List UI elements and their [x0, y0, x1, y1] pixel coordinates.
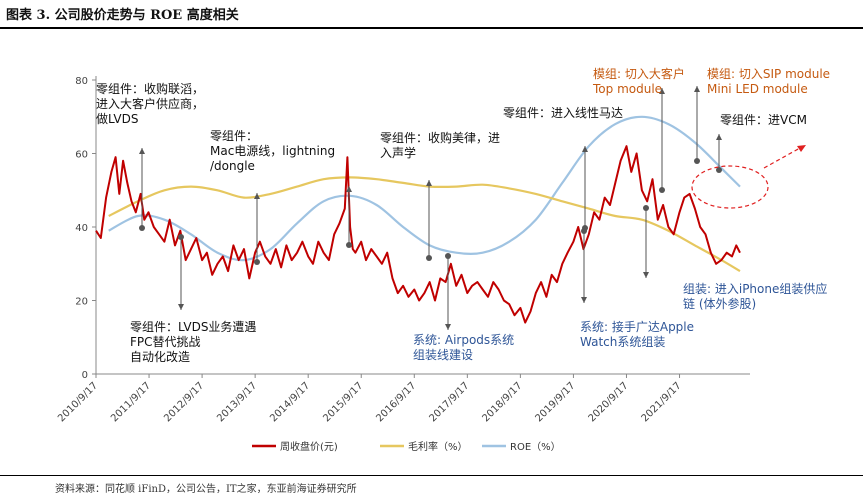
legend-roe-label: ROE（%） [510, 441, 561, 453]
annotation-text-line: /dongle [210, 159, 255, 173]
annotation-dot [346, 242, 352, 248]
annotation-arrow-head [139, 148, 145, 154]
annotation-arrow-head [178, 304, 184, 310]
x-tick-label: 2013/9/17 [215, 380, 259, 424]
annotation-dot [178, 234, 184, 240]
annotation-dot [581, 228, 587, 234]
annotation-text-line: 入声学 [380, 145, 416, 160]
annotation-text-line: 链 (体外参股) [683, 296, 756, 311]
annotation-text-line: 零组件：进入线性马达 [503, 106, 623, 120]
annotation-text-line: 零组件：进VCM [720, 113, 807, 127]
annotation-dot [426, 255, 432, 261]
figure-title: 图表 3. 公司股价走势与 ROE 高度相关 [6, 8, 239, 23]
y-tick-label: 40 [75, 223, 88, 234]
annotation-arrows [139, 86, 806, 330]
highlight-arrow-head [797, 145, 806, 152]
annotation-text-line: Watch系统组装 [580, 335, 665, 349]
chart-lines [95, 115, 741, 324]
x-tick-label: 2021/9/17 [640, 380, 684, 424]
highlight-arrow-line [763, 147, 801, 169]
annotation-text-line: 系统: 接手广达Apple [580, 319, 694, 334]
x-tick-label: 2010/9/17 [56, 380, 100, 424]
annotation-arrow-head [582, 146, 588, 152]
annotation-arrow-head [716, 134, 722, 140]
gross-margin-series-line [108, 176, 741, 273]
annotation-dot [254, 259, 260, 265]
legend-margin-label: 毛利率（%） [408, 440, 468, 453]
source-note: 资料来源：同花顺 iFinD，公司公告，IT之家，东亚前海证券研究所 [55, 484, 357, 495]
x-tick-label: 2011/9/17 [109, 380, 153, 424]
annotation-text-line: Mac电源线，lightning [210, 144, 335, 158]
annotation-arrow-head [426, 180, 432, 186]
annotation-arrow-head [659, 88, 665, 94]
chart-legend: 周收盘价(元) 毛利率（%） ROE（%） [252, 440, 561, 453]
x-tick-label: 2012/9/17 [162, 380, 206, 424]
y-tick-label: 60 [75, 150, 88, 161]
x-tick-label: 2017/9/17 [427, 380, 471, 424]
annotation-dot [445, 253, 451, 259]
price-series-line [95, 145, 741, 324]
annotation-text-line: 模组: 切入大客户 [593, 66, 685, 81]
source-rule [0, 475, 863, 476]
annotation-dot [139, 225, 145, 231]
legend-price-label: 周收盘价(元) [280, 440, 338, 453]
annotation-text-line: 系统: Airpods系统 [413, 333, 514, 347]
annotation-text-line: 零组件： [210, 129, 258, 143]
x-tick-label: 2016/9/17 [374, 380, 418, 424]
annotation-text-line: 零组件：收购联滔， [96, 81, 204, 96]
annotation-text-line: 模组: 切入SIP module [707, 67, 830, 81]
title-rule [0, 27, 863, 29]
annotation-dot [716, 167, 722, 173]
annotation-dot [643, 205, 649, 211]
annotation-arrow-head [694, 86, 700, 92]
annotation-arrow-head [254, 193, 260, 199]
roe-series-line [108, 115, 741, 262]
annotation-labels: 零组件：收购联滔，进入大客户供应商，做LVDS 零组件：Mac电源线，lightn… [96, 66, 830, 364]
annotation-arrow-head [346, 186, 352, 192]
annotation-text-line: 进入大客户供应商， [96, 96, 204, 111]
x-tick-label: 2014/9/17 [268, 380, 312, 424]
annotation-arrow-head [581, 297, 587, 303]
annotation-text-line: 组装: 进入iPhone组装供应 [683, 281, 827, 296]
annotation-text-line: FPC替代挑战 [130, 335, 201, 349]
y-tick-label: 20 [75, 297, 88, 308]
x-tick-label: 2015/9/17 [321, 380, 365, 424]
y-tick-label: 80 [75, 76, 88, 87]
x-tick-label: 2019/9/17 [534, 380, 578, 424]
annotation-text-line: 组装线建设 [413, 348, 473, 362]
annotation-text-line: 零组件：收购美律，进 [380, 130, 500, 145]
x-tick-label: 2020/9/17 [587, 380, 631, 424]
highlight-ellipse [691, 165, 769, 209]
annotation-text-line: 做LVDS [96, 111, 138, 126]
annotation-dot [659, 187, 665, 193]
annotation-text-line: Top module [592, 82, 662, 96]
x-tick-label: 2018/9/17 [480, 380, 524, 424]
annotation-text-line: 零组件：LVDS业务遭遇 [130, 319, 256, 334]
y-tick-label: 0 [82, 370, 88, 381]
annotation-text-line: Mini LED module [707, 82, 808, 96]
annotation-dot [694, 158, 700, 164]
annotation-arrow-head [643, 272, 649, 278]
annotation-arrow-head [445, 324, 451, 330]
annotation-text-line: 自动化改造 [130, 350, 190, 364]
